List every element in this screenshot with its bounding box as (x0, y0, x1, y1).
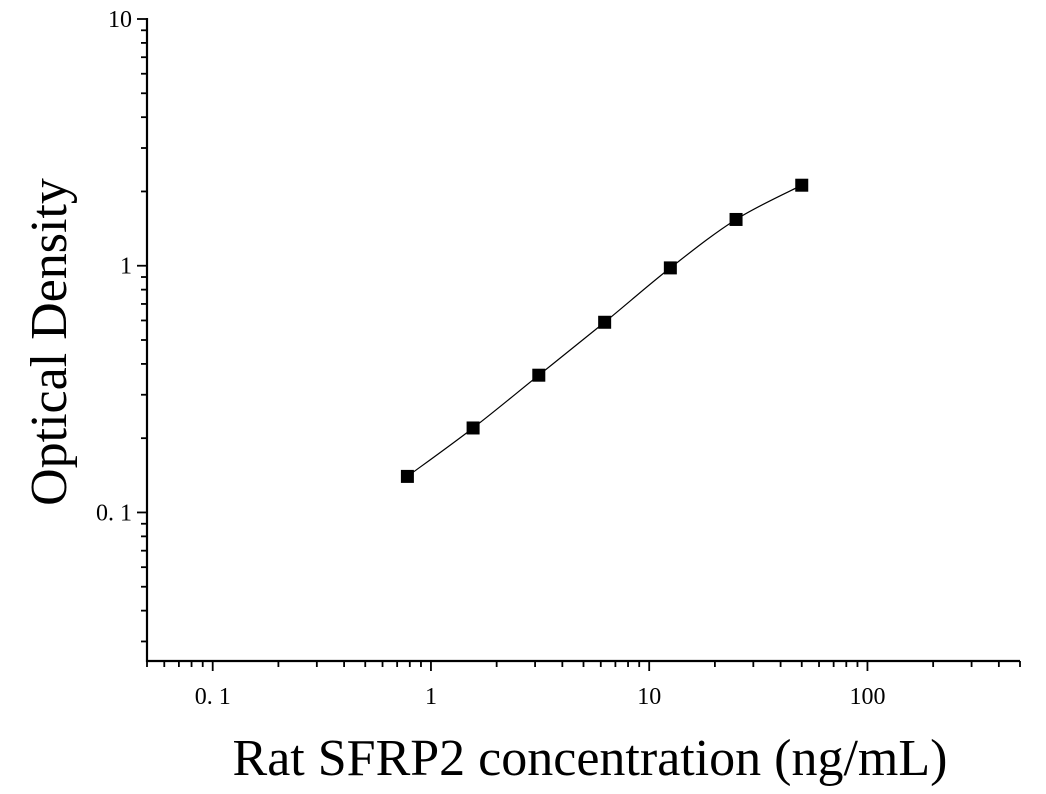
y-tick-label: 0. 1 (96, 500, 132, 526)
y-tick-label: 1 (120, 254, 132, 280)
data-point-marker (598, 315, 612, 329)
x-tick-label: 0. 1 (195, 684, 231, 710)
fit-curve (407, 184, 803, 477)
fit-curve-group (407, 184, 803, 477)
data-point-marker (795, 178, 809, 192)
x-tick-label: 1 (425, 684, 437, 710)
x-tick-label: 100 (849, 684, 885, 710)
y-axis-title: Optical Density (21, 178, 78, 506)
data-point-marker (729, 212, 743, 226)
x-tick-label: 10 (637, 684, 661, 710)
ticks: 0. 1 1 10 100 0. 1 1 10 (96, 7, 1021, 710)
data-point-marker (663, 261, 677, 275)
data-points (400, 178, 809, 483)
x-axis-title: Rat SFRP2 concentration (ng/mL) (233, 730, 948, 787)
data-point-marker (400, 469, 414, 483)
y-tick-label: 10 (108, 7, 132, 33)
data-point-marker (466, 421, 480, 435)
data-point-marker (532, 368, 546, 382)
